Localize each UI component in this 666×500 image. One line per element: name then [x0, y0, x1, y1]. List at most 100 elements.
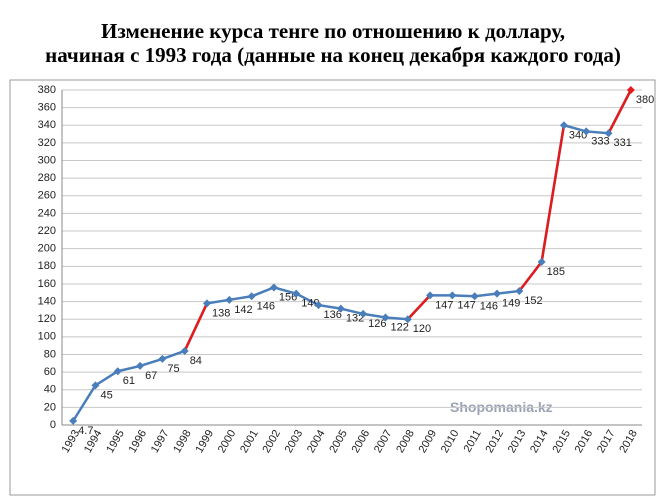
y-tick-label: 180 — [38, 260, 56, 272]
value-label: 45 — [100, 389, 112, 401]
x-tick-label: 1995 — [104, 428, 127, 455]
marker — [559, 121, 568, 130]
x-tick-label: 2014 — [528, 428, 551, 455]
marker — [269, 283, 278, 292]
x-tick-label: 2002 — [260, 428, 283, 455]
marker — [582, 127, 591, 136]
marker — [448, 291, 457, 300]
value-label: 146 — [480, 300, 498, 312]
y-tick-label: 380 — [38, 84, 56, 96]
x-tick-label: 2006 — [350, 428, 373, 455]
x-tick-label: 2008 — [394, 428, 417, 455]
x-tick-label: 2013 — [506, 428, 529, 455]
x-tick-label: 2009 — [417, 428, 440, 455]
x-tick-label: 2015 — [550, 428, 573, 455]
x-tick-label: 2016 — [573, 428, 596, 455]
marker — [136, 361, 145, 370]
marker — [336, 304, 345, 313]
marker — [426, 291, 435, 300]
chart-title: Изменение курса тенге по отношению к дол… — [101, 19, 565, 43]
marker — [247, 292, 256, 301]
x-tick-label: 1997 — [149, 428, 172, 455]
marker — [69, 416, 78, 425]
highlight-segment — [518, 261, 543, 292]
x-tick-label: 2003 — [283, 428, 306, 455]
marker — [91, 381, 100, 390]
value-label: 75 — [167, 363, 179, 375]
highlight-segment — [183, 302, 209, 352]
y-tick-label: 300 — [38, 154, 56, 166]
y-tick-label: 280 — [38, 172, 56, 184]
x-tick-label: 2010 — [439, 428, 462, 455]
x-tick-label: 2011 — [462, 428, 484, 454]
value-label: 146 — [257, 300, 275, 312]
y-tick-label: 200 — [38, 243, 56, 255]
highlight-segment — [607, 89, 632, 134]
marker — [113, 367, 122, 376]
value-label: 333 — [591, 135, 609, 147]
value-label: 132 — [346, 313, 364, 325]
value-label: 147 — [457, 299, 475, 311]
y-tick-label: 120 — [38, 313, 56, 325]
x-tick-label: 1996 — [127, 428, 150, 455]
y-tick-label: 40 — [44, 384, 56, 396]
x-tick-label: 2012 — [483, 428, 506, 455]
value-label: 136 — [324, 309, 342, 321]
value-label: 156 — [279, 291, 297, 303]
marker — [203, 299, 211, 308]
y-tick-label: 240 — [38, 207, 56, 219]
y-tick-label: 0 — [50, 419, 56, 431]
value-label: 84 — [190, 355, 202, 367]
y-tick-label: 360 — [38, 102, 56, 114]
value-label: 4.7 — [78, 425, 93, 437]
x-tick-label: 2017 — [595, 428, 618, 455]
marker — [537, 257, 546, 266]
y-tick-label: 320 — [38, 137, 56, 149]
x-tick-label: 2004 — [305, 428, 328, 455]
value-label: 120 — [413, 323, 431, 335]
y-tick-label: 340 — [38, 119, 56, 131]
y-tick-label: 260 — [38, 190, 56, 202]
marker — [158, 354, 167, 363]
marker — [381, 313, 390, 322]
x-tick-label: 2018 — [617, 428, 640, 455]
marker — [493, 289, 501, 298]
y-tick-label: 60 — [44, 366, 56, 378]
x-tick-label: 2007 — [372, 428, 395, 455]
marker — [180, 346, 189, 355]
y-tick-label: 140 — [38, 295, 56, 307]
marker — [225, 295, 234, 304]
value-label: 149 — [502, 298, 520, 310]
marker — [292, 289, 301, 298]
value-label: 67 — [145, 370, 157, 382]
marker — [515, 287, 524, 295]
highlight-segment — [406, 294, 431, 321]
value-label: 340 — [569, 129, 587, 141]
value-label: 126 — [368, 318, 386, 330]
value-label: 138 — [212, 307, 230, 319]
x-tick-label: 2000 — [216, 428, 239, 455]
marker — [314, 301, 323, 310]
chart-frame — [9, 79, 656, 496]
x-tick-label: 2005 — [327, 428, 350, 455]
y-tick-label: 80 — [44, 348, 56, 360]
y-tick-label: 220 — [38, 225, 56, 237]
value-label: 185 — [547, 266, 565, 278]
value-label: 152 — [524, 295, 542, 307]
value-label: 122 — [390, 321, 408, 333]
value-label: 380 — [636, 94, 654, 106]
marker — [359, 309, 368, 318]
value-label: 331 — [614, 137, 632, 149]
y-tick-label: 160 — [38, 278, 56, 290]
value-label: 149 — [301, 298, 319, 310]
value-label: 147 — [435, 299, 453, 311]
marker — [626, 86, 635, 94]
marker — [403, 315, 412, 324]
value-label: 142 — [234, 304, 252, 316]
y-tick-label: 20 — [44, 401, 56, 413]
highlight-segment — [540, 125, 566, 263]
x-tick-label: 1999 — [193, 428, 216, 455]
x-tick-label: 2001 — [238, 428, 261, 455]
marker — [470, 292, 479, 301]
